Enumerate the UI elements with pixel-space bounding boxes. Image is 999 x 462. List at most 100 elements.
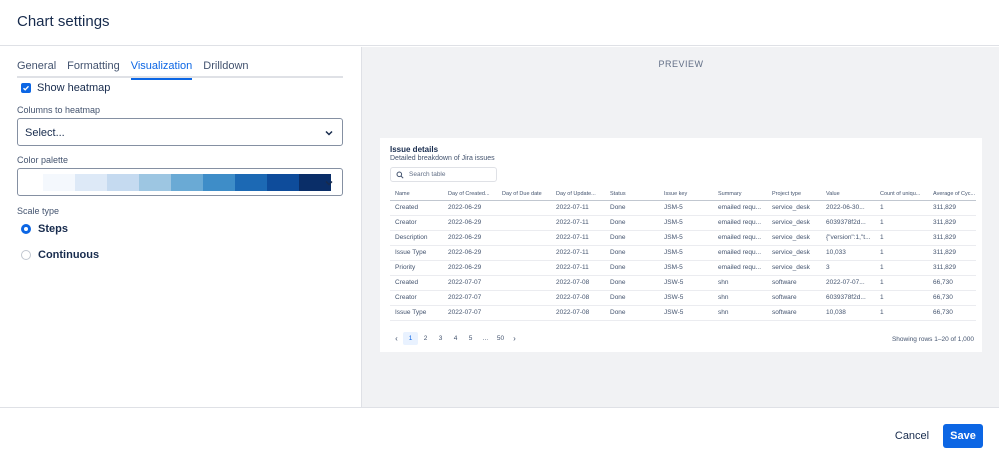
table-search-input[interactable]: Search table <box>390 167 497 182</box>
table-cell: 2022-07-11 <box>551 260 605 276</box>
table-header-row: Name Day of Created... Day of Due date Day … <box>390 189 976 201</box>
table-title: Issue details <box>390 145 439 154</box>
palette-swatch <box>75 174 107 191</box>
color-palette-label: Color palette <box>17 155 69 165</box>
search-icon <box>396 171 404 179</box>
table-cell: 2022-07-11 <box>551 230 605 246</box>
table-cell: 1 <box>875 260 928 276</box>
columns-to-heatmap-select[interactable]: Select... <box>17 118 343 146</box>
table-cell: Done <box>605 230 659 246</box>
page-button-2[interactable]: 2 <box>423 335 428 342</box>
column-header[interactable]: Summary <box>713 189 767 201</box>
settings-panel: General Formatting Visualization Drilldo… <box>0 47 361 407</box>
table-cell <box>497 245 551 261</box>
table-cell: 311,829 <box>928 200 976 216</box>
cancel-button[interactable]: Cancel <box>894 430 930 442</box>
table-cell: 10,033 <box>821 245 875 261</box>
scale-option-continuous[interactable]: Continuous <box>21 249 99 261</box>
table-cell: Priority <box>390 260 443 276</box>
table-row: Issue Type 2022-06-29 2022-07-11 Done JSM-5 e… <box>390 245 976 261</box>
tab-visualization[interactable]: Visualization <box>130 60 192 80</box>
table-cell: JSM-5 <box>659 230 713 246</box>
table-cell <box>497 215 551 231</box>
table-cell: 2022-07-08 <box>551 290 605 306</box>
tab-drilldown[interactable]: Drilldown <box>203 60 249 72</box>
column-header[interactable]: Day of Update... <box>551 189 605 201</box>
table-row: Issue Type 2022-07-07 2022-07-08 Done JSW-5 s… <box>390 305 976 321</box>
palette-swatch <box>171 174 203 191</box>
table-cell: Done <box>605 215 659 231</box>
save-button[interactable]: Save <box>943 424 983 448</box>
scale-option-steps[interactable]: Steps <box>21 223 68 235</box>
table-cell: 2022-06-29 <box>443 260 497 276</box>
column-header[interactable]: Project type <box>767 189 821 201</box>
table-subtitle: Detailed breakdown of Jira issues <box>390 155 495 162</box>
tab-formatting[interactable]: Formatting <box>67 60 120 72</box>
chevron-down-icon <box>325 180 333 186</box>
dialog-title: Chart settings <box>17 13 110 30</box>
table-cell: 6039378f2d... <box>821 290 875 306</box>
table-cell: emailed requ... <box>713 230 767 246</box>
table-cell: Description <box>390 230 443 246</box>
page-button-3[interactable]: 3 <box>438 335 443 342</box>
table-cell: 2022-06-29 <box>443 200 497 216</box>
table-cell: Issue Type <box>390 245 443 261</box>
column-header[interactable]: Name <box>390 189 443 201</box>
column-header[interactable]: Value <box>821 189 875 201</box>
prev-page-button[interactable]: ‹ <box>395 334 398 343</box>
table-cell: Done <box>605 200 659 216</box>
palette-swatch <box>235 174 267 191</box>
scale-type-label: Scale type <box>17 206 60 216</box>
radio-continuous[interactable] <box>21 250 31 260</box>
table-cell: shn <box>713 290 767 306</box>
table-cell: 2022-07-11 <box>551 215 605 231</box>
table-cell <box>497 260 551 276</box>
table-cell: 2022-07-07 <box>443 290 497 306</box>
table-cell: software <box>767 290 821 306</box>
rows-info: Showing rows 1–20 of 1,000 <box>891 336 974 343</box>
column-header[interactable]: Issue key <box>659 189 713 201</box>
preview-label: PREVIEW <box>658 59 704 69</box>
table-row: Created 2022-06-29 2022-07-11 Done JSM-5 emai… <box>390 200 976 216</box>
column-header[interactable]: Count of uniqu... <box>875 189 928 201</box>
table-cell: 2022-07-11 <box>551 200 605 216</box>
table-cell: shn <box>713 305 767 321</box>
table-cell: service_desk <box>767 200 821 216</box>
tab-general[interactable]: General <box>17 60 57 72</box>
table-cell: 311,829 <box>928 260 976 276</box>
table-row: Description 2022-06-29 2022-07-11 Done JSM-5… <box>390 230 976 246</box>
table-cell: 66,730 <box>928 290 976 306</box>
page-button-4[interactable]: 4 <box>453 335 458 342</box>
page-button-50[interactable]: 50 <box>496 335 505 342</box>
show-heatmap-checkbox[interactable] <box>21 83 31 93</box>
palette-swatch <box>43 174 75 191</box>
preview-panel: PREVIEW Issue details Detailed breakdown… <box>361 47 999 407</box>
table-cell: Created <box>390 200 443 216</box>
table-cell: software <box>767 305 821 321</box>
table-cell: 6039378f2d... <box>821 215 875 231</box>
table-cell <box>497 290 551 306</box>
table-cell: Done <box>605 275 659 291</box>
table-cell: 311,829 <box>928 230 976 246</box>
table-cell: 2022-06-29 <box>443 215 497 231</box>
table-cell: 2022-06-29 <box>443 245 497 261</box>
table-cell: software <box>767 275 821 291</box>
radio-steps[interactable] <box>21 224 31 234</box>
page-button-5[interactable]: 5 <box>468 335 473 342</box>
table-cell: 2022-07-07 <box>443 275 497 291</box>
table-cell: service_desk <box>767 260 821 276</box>
settings-tabs: General Formatting Visualization Drilldo… <box>17 60 343 80</box>
table-cell: JSM-5 <box>659 245 713 261</box>
column-header[interactable]: Day of Created... <box>443 189 497 201</box>
color-palette-select[interactable] <box>17 168 343 196</box>
table-cell: 1 <box>875 230 928 246</box>
table-cell: 1 <box>875 200 928 216</box>
table-cell: Creator <box>390 290 443 306</box>
column-header[interactable]: Status <box>605 189 659 201</box>
column-header[interactable]: Day of Due date <box>497 189 551 201</box>
column-header[interactable]: Average of Cyc... <box>928 189 976 201</box>
table-cell: 10,038 <box>821 305 875 321</box>
next-page-button[interactable]: › <box>513 334 516 343</box>
page-button-1[interactable]: 1 <box>403 332 418 345</box>
table-cell: Done <box>605 245 659 261</box>
